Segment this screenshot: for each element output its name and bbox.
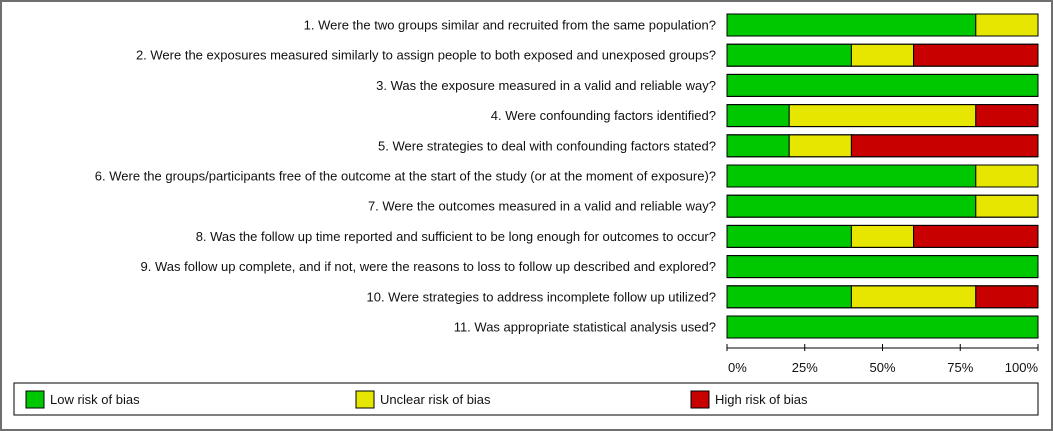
bar-segment-low-risk-of-bias xyxy=(726,73,1039,97)
question-label: 3. Was the exposure measured in a valid … xyxy=(376,78,716,93)
legend-swatch-low-risk-of-bias xyxy=(25,390,45,409)
bar-segment-high-risk-of-bias xyxy=(975,285,1039,309)
bar-segment-high-risk-of-bias xyxy=(913,43,1039,67)
bar-segment-unclear-risk-of-bias xyxy=(975,164,1039,188)
x-tick-label: 25% xyxy=(792,360,818,375)
legend-label: High risk of bias xyxy=(715,392,808,407)
question-label: 8. Was the follow up time reported and s… xyxy=(196,229,716,244)
question-label: 9. Was follow up complete, and if not, w… xyxy=(141,259,716,274)
x-tick-label: 100% xyxy=(1005,360,1039,375)
bar-segment-low-risk-of-bias xyxy=(726,164,977,188)
bar-segment-unclear-risk-of-bias xyxy=(975,13,1039,37)
bar-segment-low-risk-of-bias xyxy=(726,43,852,67)
bar-segment-unclear-risk-of-bias xyxy=(850,285,977,309)
question-labels: 1. Were the two groups similar and recru… xyxy=(95,18,716,335)
bar-segment-unclear-risk-of-bias xyxy=(850,224,915,248)
bar-segment-high-risk-of-bias xyxy=(975,104,1039,128)
legend-label: Low risk of bias xyxy=(50,392,140,407)
bar-segment-low-risk-of-bias xyxy=(726,255,1039,279)
bar-segment-high-risk-of-bias xyxy=(913,224,1039,248)
bar-outline xyxy=(726,164,1039,188)
bar-outline xyxy=(726,194,1039,218)
bar-segment-low-risk-of-bias xyxy=(726,13,977,37)
legend-box xyxy=(13,382,1039,416)
question-label: 11. Was appropriate statistical analysis… xyxy=(454,320,716,335)
question-label: 10. Were strategies to address incomplet… xyxy=(366,289,716,304)
bar-segment-high-risk-of-bias xyxy=(850,134,1039,158)
bar-outline xyxy=(726,224,1039,248)
bar-segment-unclear-risk-of-bias xyxy=(975,194,1039,218)
bar-segment-unclear-risk-of-bias xyxy=(788,134,852,158)
bar-outline xyxy=(726,285,1039,309)
bar-outline xyxy=(726,43,1039,67)
x-tick-label: 75% xyxy=(947,360,973,375)
question-label: 1. Were the two groups similar and recru… xyxy=(304,18,716,33)
legend-label: Unclear risk of bias xyxy=(380,392,491,407)
question-label: 7. Were the outcomes measured in a valid… xyxy=(368,199,716,214)
bar-segment-low-risk-of-bias xyxy=(726,194,977,218)
bar-outline xyxy=(726,134,1039,158)
bar-segment-unclear-risk-of-bias xyxy=(850,43,915,67)
x-tick-label: 0% xyxy=(728,360,747,375)
bar-segment-low-risk-of-bias xyxy=(726,315,1039,339)
bars xyxy=(726,13,1039,339)
bar-segment-low-risk-of-bias xyxy=(726,285,852,309)
x-axis: 0% 25% 50% 75% 100% xyxy=(726,344,1039,375)
bar-outline xyxy=(726,104,1039,128)
x-tick-label: 50% xyxy=(869,360,895,375)
bar-outline xyxy=(726,315,1039,339)
legend-swatch-unclear-risk-of-bias xyxy=(355,390,375,409)
bar-segment-low-risk-of-bias xyxy=(726,224,852,248)
legend-swatch-high-risk-of-bias xyxy=(690,390,710,409)
bar-segment-unclear-risk-of-bias xyxy=(788,104,977,128)
question-label: 4. Were confounding factors identified? xyxy=(491,108,716,123)
bar-segment-low-risk-of-bias xyxy=(726,134,790,158)
legend: Low risk of bias Unclear risk of bias High… xyxy=(13,382,1039,416)
question-label: 5. Were strategies to deal with confound… xyxy=(378,138,716,153)
bar-outline xyxy=(726,13,1039,37)
bar-outline xyxy=(726,255,1039,279)
question-label: 6. Were the groups/participants free of … xyxy=(95,169,716,184)
bar-segment-low-risk-of-bias xyxy=(726,104,790,128)
question-label: 2. Were the exposures measured similarly… xyxy=(136,48,716,63)
bar-outline xyxy=(726,73,1039,97)
